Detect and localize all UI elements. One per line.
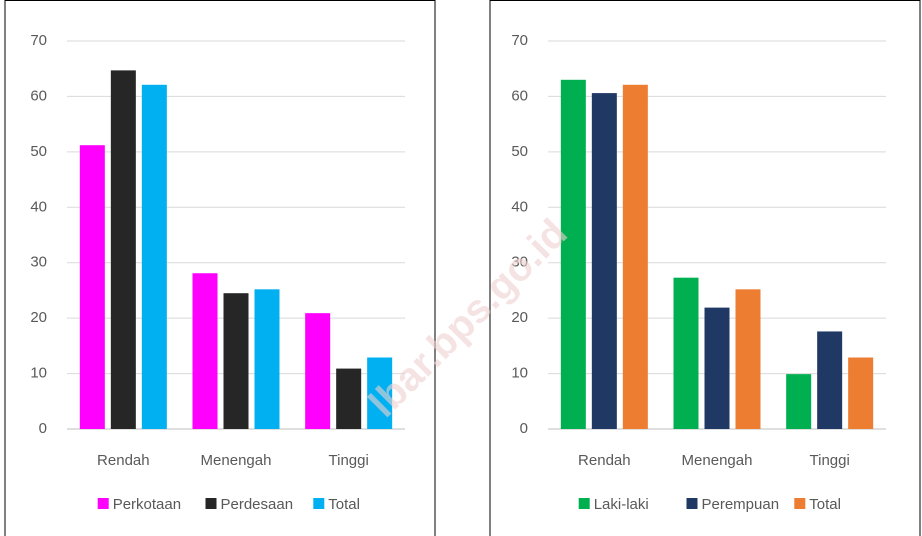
bar: [254, 289, 280, 429]
bar: [367, 357, 393, 429]
legend-label: Perkotaan: [113, 496, 181, 513]
bar: [141, 84, 167, 429]
bar: [704, 307, 730, 429]
legend-swatch: [313, 498, 325, 509]
y-tick-label: 70: [511, 32, 528, 49]
y-tick-label: 30: [30, 254, 47, 271]
legend-label: Perdesaan: [221, 496, 294, 513]
y-tick-label: 60: [30, 87, 47, 104]
bar: [192, 273, 218, 429]
x-tick-label: Menengah: [682, 452, 753, 469]
bar: [336, 368, 362, 429]
y-tick-label: 40: [30, 198, 47, 215]
y-tick-label: 50: [30, 143, 47, 160]
y-tick-label: 50: [511, 143, 528, 160]
bar: [560, 79, 586, 430]
x-tick-label: Tinggi: [329, 452, 369, 469]
y-tick-label: 10: [511, 365, 528, 382]
bar: [79, 145, 105, 429]
legend-swatch: [686, 498, 698, 509]
x-tick-label: Tinggi: [810, 452, 850, 469]
chart-frame: [4, 0, 436, 536]
legend-label: Perempuan: [702, 496, 780, 513]
y-tick-label: 20: [511, 309, 528, 326]
y-tick-label: 0: [520, 420, 528, 437]
y-tick-label: 30: [511, 254, 528, 271]
y-tick-label: 70: [30, 32, 47, 49]
y-tick-label: 0: [39, 420, 47, 437]
x-tick-label: Menengah: [201, 452, 272, 469]
x-tick-label: Rendah: [578, 452, 631, 469]
bar: [591, 93, 617, 430]
y-tick-label: 20: [30, 309, 47, 326]
legend-label: Laki-laki: [594, 496, 649, 513]
legend-swatch: [578, 498, 590, 509]
bar: [622, 84, 648, 429]
chart-frame: [489, 0, 921, 536]
y-tick-label: 40: [511, 198, 528, 215]
bar: [305, 313, 331, 429]
y-tick-label: 60: [511, 87, 528, 104]
bar: [223, 293, 249, 429]
legend-swatch: [794, 498, 806, 509]
bar: [110, 70, 136, 430]
x-tick-label: Rendah: [97, 452, 150, 469]
legend-swatch: [205, 498, 217, 509]
legend-label: Total: [328, 496, 360, 513]
bar: [848, 357, 874, 429]
bar: [673, 277, 699, 429]
y-tick-label: 10: [30, 365, 47, 382]
legend-label: Total: [809, 496, 841, 513]
bar: [817, 331, 843, 429]
bar: [735, 289, 761, 429]
bar: [786, 374, 812, 429]
legend-swatch: [97, 498, 109, 509]
